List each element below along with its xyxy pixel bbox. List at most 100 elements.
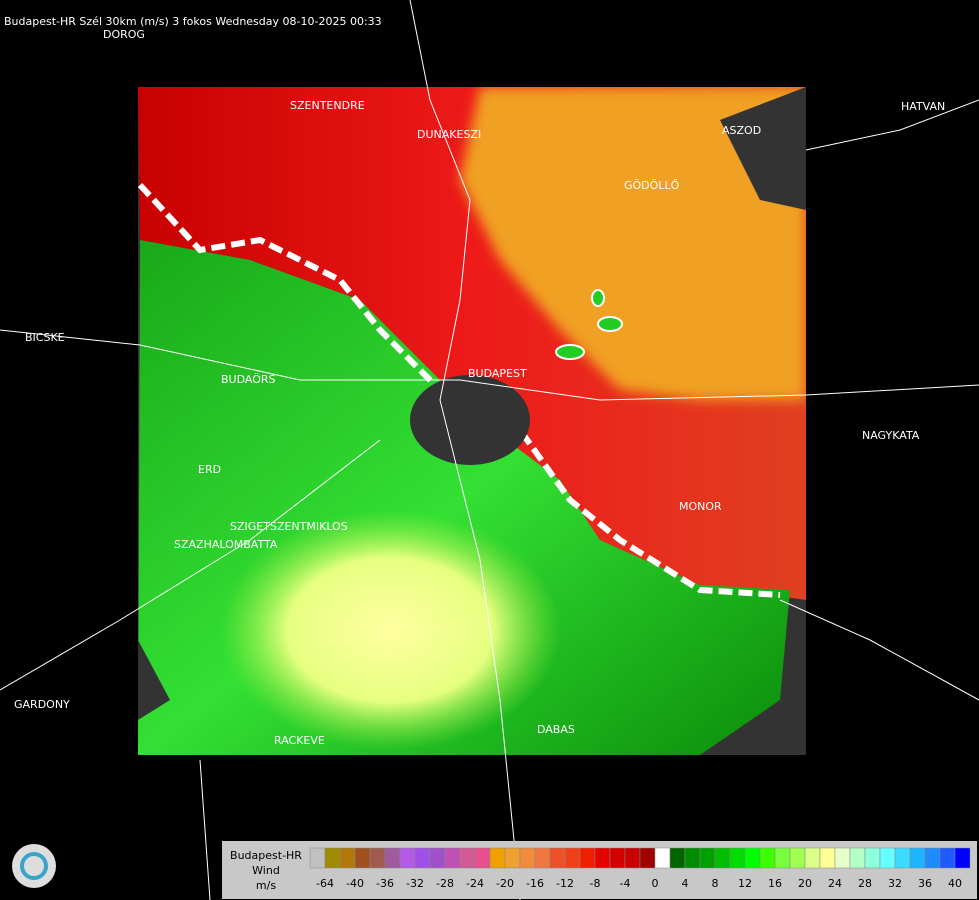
legend-swatch — [939, 847, 956, 869]
legend-swatch — [924, 847, 941, 869]
place-label: DABAS — [537, 723, 575, 736]
legend-swatch — [459, 847, 476, 869]
legend-swatch — [429, 847, 446, 869]
legend-swatch — [324, 847, 341, 869]
legend-swatch — [384, 847, 401, 869]
legend-label: Wind — [252, 864, 280, 877]
clutter — [138, 640, 170, 720]
legend-tick: 0 — [652, 877, 659, 890]
place-label: BUDAPEST — [468, 367, 527, 380]
legend-swatch — [864, 847, 881, 869]
legend-tick: -20 — [496, 877, 514, 890]
legend-tick: 32 — [888, 877, 902, 890]
legend-tick: -64 — [316, 877, 334, 890]
legend-swatch — [354, 847, 371, 869]
place-label: DUNAKESZI — [417, 128, 481, 141]
legend-swatch — [414, 847, 431, 869]
legend-swatch — [744, 847, 761, 869]
legend-swatch — [594, 847, 611, 869]
place-label: RACKEVE — [274, 734, 325, 747]
place-label: BUDAÖRS — [221, 373, 276, 386]
place-label: SZAZHALOMBATTA — [174, 538, 278, 551]
legend-swatch — [309, 847, 326, 869]
legend-swatch — [624, 847, 641, 869]
place-label: SZIGETSZENTMIKLOS — [230, 520, 348, 533]
legend-tick: -16 — [526, 877, 544, 890]
legend-swatch — [609, 847, 626, 869]
legend-swatch — [909, 847, 926, 869]
cell — [591, 289, 605, 307]
title: Budapest-HR Szél 30km (m/s) 3 fokos Wedn… — [4, 15, 382, 28]
place-label: HATVAN — [901, 100, 945, 113]
legend-tick: 36 — [918, 877, 932, 890]
legend-tick: -40 — [346, 877, 364, 890]
legend-swatch — [654, 847, 671, 869]
place-label: NAGYKATA — [862, 429, 920, 442]
legend-tick: -36 — [376, 877, 394, 890]
legend-tick: 8 — [712, 877, 719, 890]
legend-swatch — [504, 847, 521, 869]
place-label: SZENTENDRE — [290, 99, 365, 112]
legend-swatch — [759, 847, 776, 869]
legend-swatch — [399, 847, 416, 869]
legend-swatch — [834, 847, 851, 869]
place-label: DOROG — [103, 28, 145, 41]
place-label: GÖDÖLLŐ — [624, 178, 680, 192]
place-label: GARDONY — [14, 698, 70, 711]
legend-swatch — [789, 847, 806, 869]
orange-area — [460, 87, 806, 400]
legend-swatch — [564, 847, 581, 869]
legend-swatch — [639, 847, 656, 869]
place-label: BICSKE — [25, 331, 65, 344]
legend-swatch — [669, 847, 686, 869]
legend-swatch — [549, 847, 566, 869]
legend-tick: 20 — [798, 877, 812, 890]
legend-swatch — [819, 847, 836, 869]
legend-tick: 24 — [828, 877, 842, 890]
legend-swatch — [369, 847, 386, 869]
logo-mark — [20, 852, 48, 880]
legend-tick: 28 — [858, 877, 872, 890]
legend-tick: 12 — [738, 877, 752, 890]
legend-tick: -4 — [620, 877, 631, 890]
legend-tick: 4 — [682, 877, 689, 890]
clutter — [720, 87, 806, 210]
legend-label: m/s — [256, 879, 276, 892]
legend-swatch — [684, 847, 701, 869]
yellow-area — [220, 510, 560, 750]
legend-swatch — [714, 847, 731, 869]
legend-tick: -8 — [590, 877, 601, 890]
legend-tick: -24 — [466, 877, 484, 890]
legend-swatch — [474, 847, 491, 869]
legend-swatch — [879, 847, 896, 869]
place-label: ERD — [198, 463, 221, 476]
radar-field — [138, 87, 806, 755]
legend-tick: 40 — [948, 877, 962, 890]
place-label: ASZOD — [722, 124, 761, 137]
clutter — [410, 375, 530, 465]
legend-swatch — [774, 847, 791, 869]
place-label: MONOR — [679, 500, 722, 513]
legend-swatch — [519, 847, 536, 869]
legend-swatch — [579, 847, 596, 869]
legend-swatch — [804, 847, 821, 869]
legend-swatch — [894, 847, 911, 869]
legend-swatch — [339, 847, 356, 869]
legend-swatch — [699, 847, 716, 869]
legend-swatch — [729, 847, 746, 869]
legend-swatch — [534, 847, 551, 869]
cell — [597, 316, 623, 332]
legend-tick: -12 — [556, 877, 574, 890]
legend-tick: 16 — [768, 877, 782, 890]
legend-swatch — [849, 847, 866, 869]
legend-tick: -28 — [436, 877, 454, 890]
legend-swatch — [444, 847, 461, 869]
legend-swatch — [954, 847, 971, 869]
cell — [555, 344, 585, 360]
logo — [12, 844, 56, 888]
legend-label: Budapest-HR — [230, 849, 302, 862]
